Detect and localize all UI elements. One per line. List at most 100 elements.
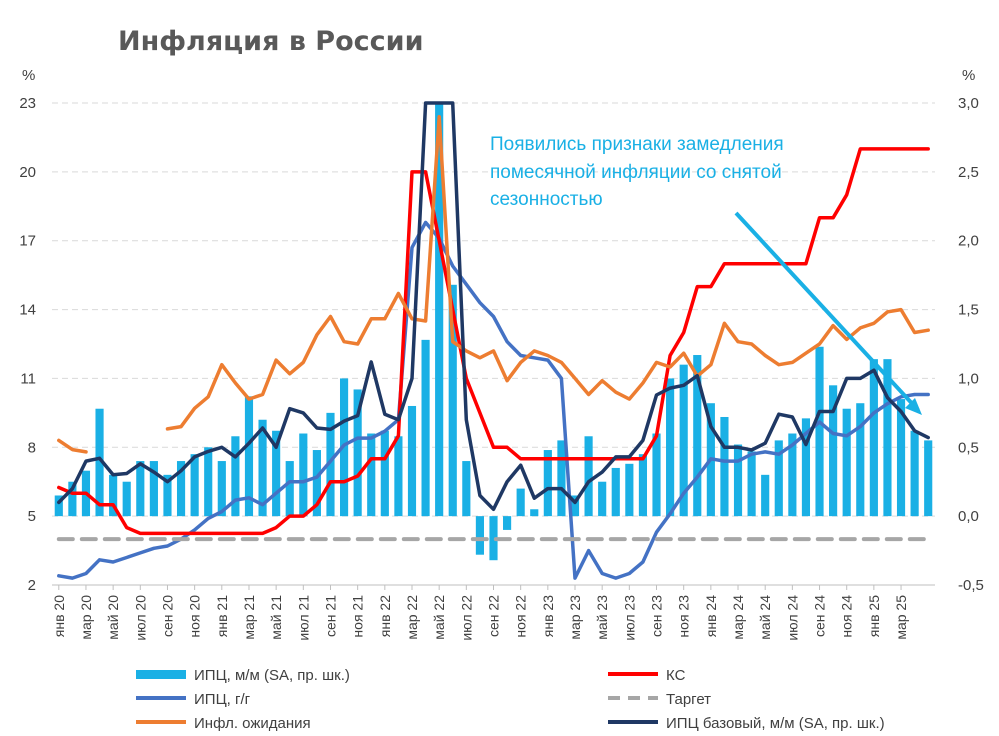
x-tick-label: янв 24 [703, 595, 719, 637]
bar [598, 481, 607, 517]
right-tick-label: -0,5 [958, 577, 984, 594]
bar [801, 418, 811, 517]
bar [190, 454, 199, 517]
left-tick-label: 14 [19, 302, 36, 319]
bar [489, 516, 498, 561]
legend-label: ИПЦ, г/г [194, 691, 251, 708]
bar [68, 481, 77, 517]
bar [679, 364, 688, 517]
left-tick-label: 8 [28, 439, 36, 456]
x-tick-label: ноя 21 [350, 595, 366, 638]
x-tick-label: янв 23 [540, 595, 556, 637]
right-tick-label: 3,0 [958, 95, 979, 112]
x-tick-label: сен 24 [812, 595, 828, 637]
legend-label: КС [666, 667, 686, 684]
bar [557, 440, 566, 517]
right-tick-label: 2,5 [958, 164, 979, 181]
x-tick-label: мар 24 [730, 595, 746, 640]
bar [407, 405, 417, 517]
bar [652, 433, 661, 517]
x-tick-label: май 24 [757, 595, 773, 640]
x-tick-label: ноя 23 [676, 595, 692, 638]
bar [109, 474, 118, 517]
bar [122, 481, 131, 517]
right-tick-label: 1,5 [958, 302, 979, 319]
x-tick-label: мар 25 [893, 595, 909, 640]
legend-swatch [136, 670, 186, 679]
bar [720, 416, 729, 517]
bar [842, 408, 851, 517]
bar [176, 461, 186, 517]
x-tick-label: янв 20 [51, 595, 67, 637]
bar [299, 433, 308, 517]
x-tick-label: янв 21 [214, 595, 230, 637]
bar [910, 430, 919, 517]
bar [883, 359, 892, 517]
x-tick-label: июл 22 [458, 595, 474, 641]
left-tick-label: 17 [19, 233, 36, 250]
bar [217, 461, 226, 517]
bar [747, 451, 756, 517]
bar [353, 389, 362, 517]
bar [570, 495, 580, 517]
bar [530, 509, 539, 517]
x-tick-label: ноя 20 [187, 595, 203, 638]
right-tick-label: 0,0 [958, 508, 979, 525]
annotation-line-1: Появились признаки замедления [490, 134, 784, 155]
legend-label: ИПЦ, м/м (SA, пр. шк.) [194, 667, 350, 684]
bar [625, 463, 634, 517]
legend: ИПЦ, м/м (SA, пр. шк.) КС ИПЦ, г/г Таргет Ин… [136, 667, 885, 732]
x-tick-label: мар 20 [78, 595, 94, 640]
bar [475, 516, 484, 555]
x-tick-label: май 21 [268, 595, 284, 640]
right-axis: -0,5 0,0 0,5 1,0 1,5 2,0 2,5 3,0 [958, 95, 984, 594]
bar [815, 346, 824, 517]
series-line [57, 101, 930, 512]
bar [896, 399, 906, 517]
x-tick-label: июл 23 [621, 595, 637, 641]
chart-title: Инфляция в России [118, 26, 424, 57]
right-tick-label: 1,0 [958, 370, 979, 387]
annotation-arrow [734, 211, 920, 412]
annotation-line-3: сезонностью [490, 189, 603, 210]
bar [829, 385, 838, 517]
bar [394, 436, 403, 517]
x-tick-label: июл 20 [132, 595, 148, 641]
x-tick-label: июл 24 [784, 595, 800, 641]
bar [516, 488, 525, 517]
annotation-arrow-head [905, 398, 922, 415]
x-tick-label: сен 20 [159, 595, 175, 637]
legend-label: Таргет [666, 691, 711, 708]
right-axis-unit: % [962, 67, 975, 84]
x-axis: янв 20 мар 20 май 20 июл 20 сен 20 ноя 20 янв … [51, 584, 935, 641]
series-line [57, 115, 930, 454]
annotation-line-2: помесячной инфляции со снятой [490, 162, 782, 183]
bar [258, 419, 267, 517]
bar [367, 433, 376, 517]
x-tick-label: ноя 22 [513, 595, 529, 638]
left-axis: 2 5 8 11 14 17 20 23 [19, 95, 36, 594]
left-axis-unit: % [22, 67, 35, 84]
left-tick-label: 11 [20, 370, 36, 387]
bar [856, 403, 865, 517]
x-tick-label: мар 21 [241, 595, 257, 640]
bar [149, 461, 158, 517]
bar [380, 430, 389, 517]
bar [543, 450, 552, 517]
bar [774, 440, 783, 517]
x-tick-label: май 22 [431, 595, 447, 640]
annotation: Появились признаки замедления помесячной… [490, 134, 922, 415]
right-tick-label: 0,5 [958, 439, 979, 456]
bar [326, 412, 335, 517]
bar [584, 436, 593, 517]
bar [733, 444, 743, 517]
bar [421, 339, 430, 517]
x-tick-label: мар 22 [404, 595, 420, 640]
x-tick-label: ноя 24 [839, 595, 855, 638]
bar [611, 467, 620, 517]
series-line [57, 220, 930, 580]
bar [285, 461, 294, 517]
right-tick-label: 2,0 [958, 233, 979, 250]
bar [462, 461, 471, 517]
